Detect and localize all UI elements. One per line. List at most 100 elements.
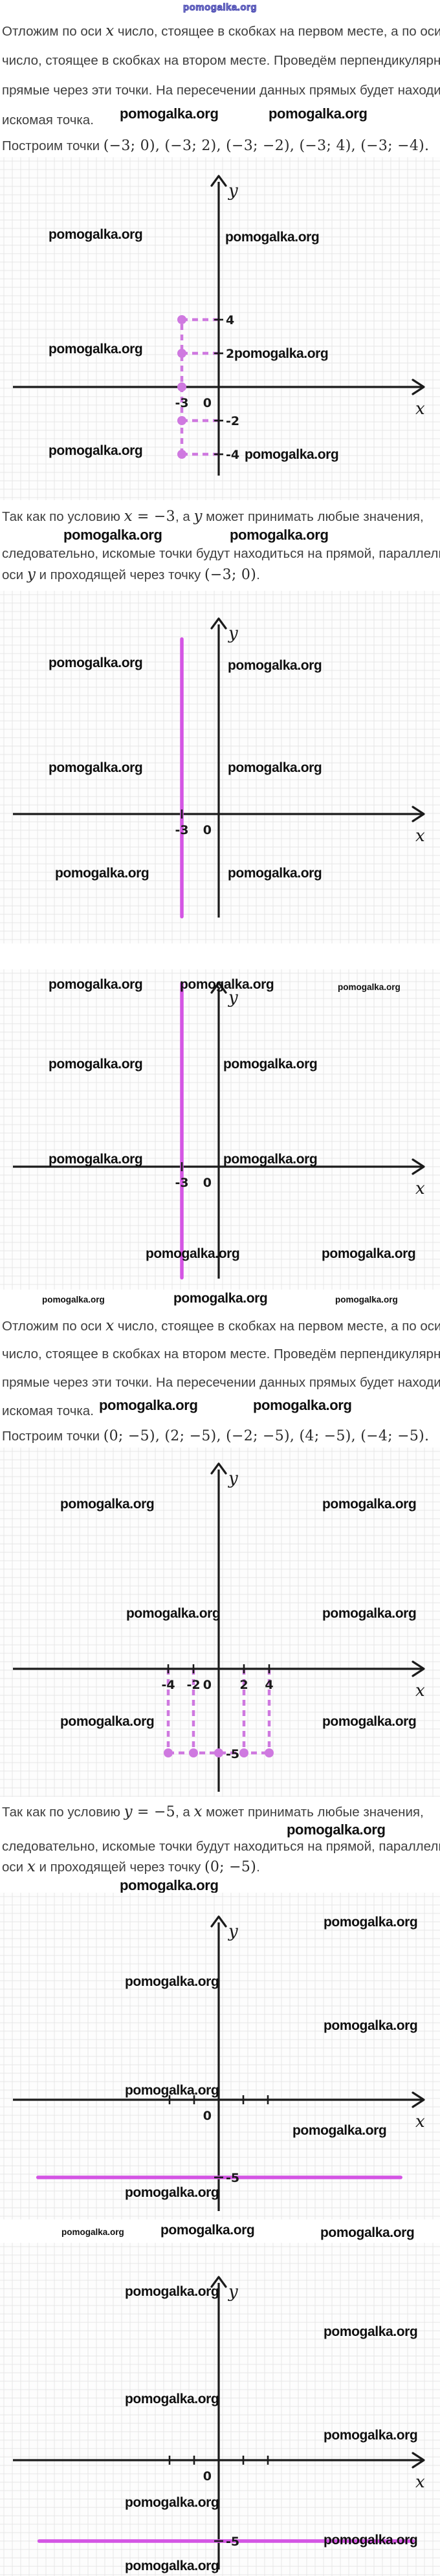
plot-svg-4: x y -4 -2 2 4 0 -5: [0, 1448, 440, 1797]
svg-text:-5: -5: [226, 2535, 239, 2549]
watermark-row: pomogalka.org: [2, 1877, 440, 1893]
svg-text:0: 0: [203, 1176, 212, 1190]
plot-svg-5: x y -5 0: [0, 1893, 440, 2219]
text-line: прямые через эти точки. На пересечении д…: [2, 83, 440, 98]
watermark: pomogalka.org: [324, 2018, 418, 2033]
watermark: pomogalka.org: [322, 1246, 416, 1261]
explanation-paragraph-4: Так как по условию y = −5, а x может при…: [0, 1802, 440, 1893]
watermark: pomogalka.org: [49, 655, 143, 670]
coordinate-plane-2: x y -3 0 pomogalka.org pomogalka.org pomoga…: [0, 591, 440, 943]
svg-text:2: 2: [239, 1678, 248, 1692]
explanation-paragraph-2: Так как по условию x = −3, а y может при…: [0, 507, 440, 586]
watermark: pomogalka.org: [320, 2225, 415, 2240]
text-segment: может принимать любые значения,: [202, 1805, 424, 1820]
watermark: pomogalka.org: [60, 1714, 155, 1729]
watermark: pomogalka.org: [322, 1714, 417, 1729]
watermark: pomogalka.org: [287, 1822, 386, 1838]
watermark: pomogalka.org: [230, 527, 329, 543]
watermark: pomogalka.org: [245, 447, 339, 462]
text-segment: Построим точки: [2, 1429, 104, 1444]
math-var: x: [27, 1858, 36, 1875]
svg-text:-3: -3: [175, 1176, 188, 1190]
text-line: следовательно, искомые точки будут наход…: [2, 546, 440, 561]
watermark: pomogalka.org: [61, 2227, 124, 2237]
svg-text:y: y: [228, 1469, 238, 1488]
coordinate-plane-3: x y -3 0 pomogalka.org pomogalka.org pomoga…: [0, 969, 440, 1290]
site-watermark-header: pomogalka.org: [182, 2, 257, 14]
coordinate-plane-6: x y -5 0 pomogalka.org pomogalka.org pomoga…: [0, 2243, 440, 2576]
watermark: pomogalka.org: [120, 1877, 219, 1893]
watermark: pomogalka.org: [234, 346, 329, 361]
watermark-row: pomogalka.org pomogalka.org pomogalka.or…: [0, 2219, 440, 2243]
math-var: x: [105, 23, 115, 39]
text-line: Так как по условию x = −3, а y может при…: [2, 507, 440, 527]
watermark: pomogalka.org: [146, 1246, 240, 1261]
watermark-row: pomogalka.org: [2, 1822, 440, 1838]
text-segment: Отложим по оси: [2, 1319, 106, 1334]
math-var: y: [124, 1803, 133, 1820]
svg-text:4: 4: [226, 313, 234, 327]
svg-text:0: 0: [203, 1678, 212, 1692]
watermark: pomogalka.org: [125, 2284, 219, 2299]
watermark: pomogalka.org: [228, 658, 322, 673]
math-points: (−3; 0), (−3; 2), (−3; −2), (−3; 4), (−3…: [103, 138, 430, 154]
math-point: (−3; 0): [204, 567, 257, 583]
math-points: (0; −5), (2; −5), (−2; −5), (4; −5), (−4…: [103, 1428, 430, 1444]
svg-text:2: 2: [226, 347, 234, 361]
text-segment: число, стоящее в скобках на первом месте…: [114, 24, 440, 39]
watermark: pomogalka.org: [269, 105, 368, 122]
watermark: pomogalka.org: [42, 1295, 105, 1305]
coordinate-plane-5: x y -5 0 pomogalka.org pomogalka.org pomoga…: [0, 1893, 440, 2219]
text-segment: искомая точка.: [2, 1404, 94, 1418]
text-segment: .: [256, 567, 260, 582]
svg-text:y: y: [228, 988, 238, 1007]
svg-text:x: x: [415, 2112, 425, 2131]
watermark: pomogalka.org: [324, 2533, 418, 2548]
text-line: Отложим по оси x число, стоящее в скобка…: [2, 1312, 440, 1340]
svg-text:0: 0: [203, 2469, 212, 2483]
watermark: pomogalka.org: [322, 1497, 417, 1512]
watermark: pomogalka.org: [49, 227, 143, 242]
text-segment: Так как по условию: [2, 509, 124, 524]
svg-text:-4: -4: [161, 1678, 175, 1692]
svg-text:4: 4: [265, 1678, 273, 1692]
watermark: pomogalka.org: [223, 1057, 318, 1072]
watermark: pomogalka.org: [49, 760, 143, 775]
text-segment: оси: [2, 1860, 27, 1875]
watermark: pomogalka.org: [324, 2324, 418, 2339]
svg-text:-3: -3: [175, 823, 188, 837]
watermark: pomogalka.org: [49, 1057, 143, 1072]
math-var: y: [193, 508, 203, 525]
watermark: pomogalka.org: [125, 2185, 219, 2200]
svg-text:0: 0: [203, 396, 212, 410]
text-segment: , а: [175, 1805, 194, 1820]
watermark: pomogalka.org: [49, 1152, 143, 1167]
svg-text:-2: -2: [186, 1678, 200, 1692]
text-line: оси y и проходящей через точку (−3; 0).: [2, 564, 440, 586]
watermark: pomogalka.org: [49, 342, 143, 357]
svg-text:0: 0: [203, 2109, 212, 2123]
text-line: число, стоящее в скобках на втором месте…: [2, 1347, 440, 1361]
watermark: pomogalka.org: [173, 1291, 268, 1306]
math-point: (0; −5): [204, 1859, 257, 1875]
watermark: pomogalka.org: [49, 443, 143, 458]
watermark: pomogalka.org: [225, 230, 320, 245]
plot-svg-2: x y -3 0: [0, 591, 440, 943]
text-line: Отложим по оси x число, стоящее в скобка…: [2, 16, 440, 46]
plot-svg-1: x y -3 4 2 -2 -4 0: [0, 157, 440, 500]
text-segment: , а: [175, 509, 194, 524]
plot-svg-3: x y -3 0: [0, 969, 440, 1290]
text-segment: Так как по условию: [2, 1805, 124, 1820]
svg-text:x: x: [415, 1681, 425, 1701]
watermark: pomogalka.org: [180, 977, 274, 992]
text-segment: оси: [2, 567, 27, 582]
svg-text:x: x: [415, 399, 425, 419]
watermark: pomogalka.org: [322, 1606, 417, 1621]
math-var: x: [124, 508, 133, 525]
text-segment: Построим точки: [2, 138, 104, 153]
math-expr: = −3: [132, 509, 175, 525]
coordinate-plane-1: x y -3 4 2 -2 -4 0 pomogalka.org pomogalka.org …: [0, 157, 440, 500]
section-gap: [0, 943, 440, 969]
watermark: pomogalka.org: [49, 977, 143, 992]
